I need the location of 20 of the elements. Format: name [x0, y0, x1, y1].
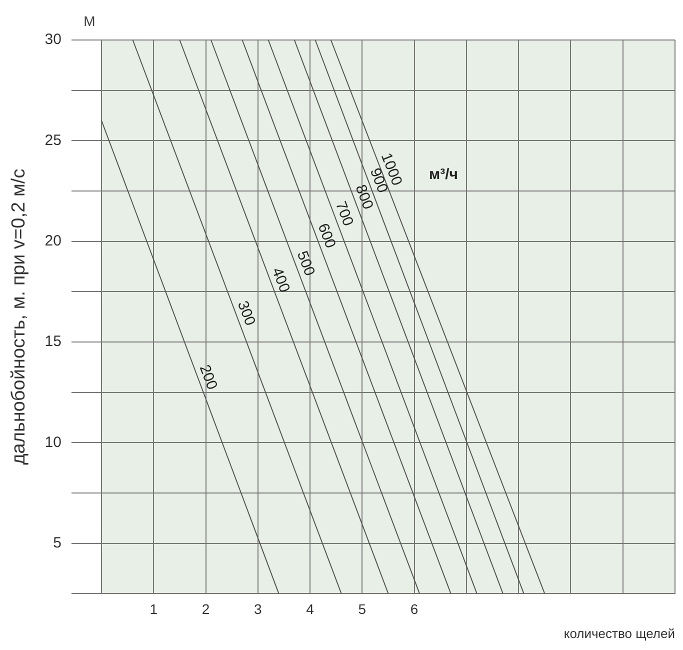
text: М — [84, 13, 96, 29]
y-tick-label: 25 — [44, 132, 62, 149]
y-tick-label: 30 — [44, 31, 62, 48]
y-axis-title: дальнобойность, м. при v=0,2 м/с — [8, 168, 30, 465]
x-tick-label: 5 — [358, 600, 366, 617]
text: 400 — [268, 265, 294, 295]
x-tick-label: 6 — [410, 600, 418, 617]
x-tick-label: 3 — [254, 600, 262, 617]
x-tick-label: 4 — [306, 600, 314, 617]
y-tick-label: 5 — [53, 534, 62, 552]
annotation: м³/ч — [429, 166, 458, 183]
x-tick-label: 1 — [150, 600, 158, 617]
x-axis-title: количество щелей — [564, 626, 675, 641]
x-tick-label: 2 — [202, 600, 210, 617]
text: 300 — [234, 298, 259, 328]
y-tick-label: 20 — [44, 232, 62, 250]
y-tick-label: 10 — [44, 434, 62, 451]
y-tick-label: 15 — [44, 333, 62, 350]
text: 200 — [196, 362, 221, 392]
text: 500 — [293, 248, 318, 278]
